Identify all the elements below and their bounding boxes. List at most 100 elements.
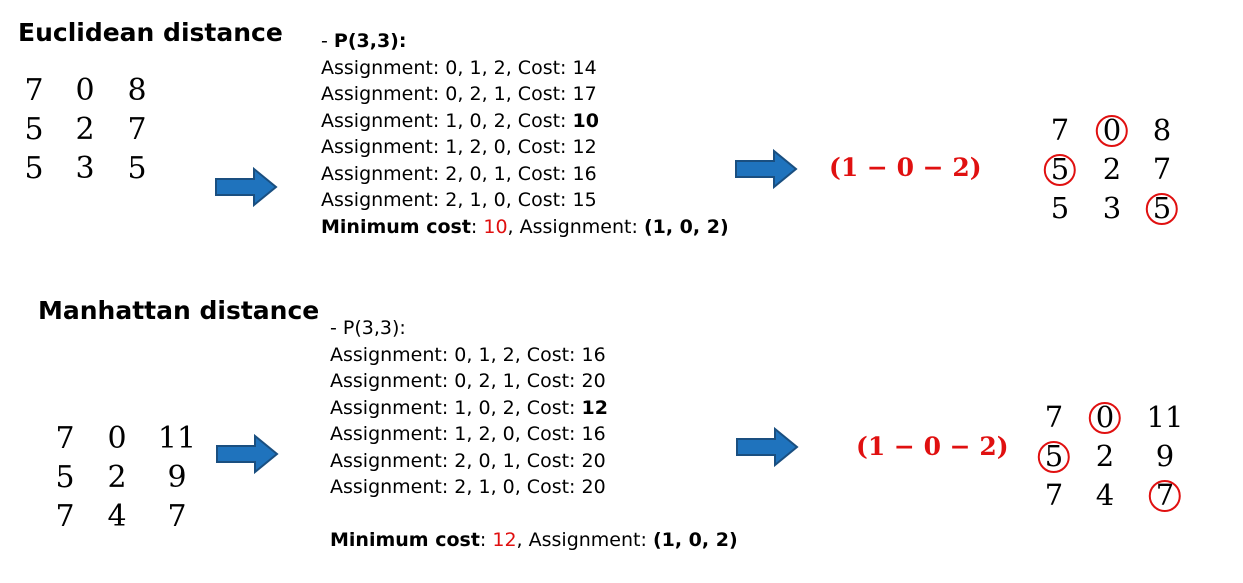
assignment-cost: 12	[572, 136, 597, 158]
matrix-cell: 0	[107, 421, 127, 456]
matrix-row: 7 0 11	[1034, 398, 1194, 437]
assignment-cost: 17	[572, 83, 597, 105]
assignment-text: Assignment: 1, 0, 2, Cost:	[321, 109, 573, 132]
manhattan-input-matrix: 7 0 11 5 2 9 7 4 7	[45, 419, 205, 536]
assignment-text: Assignment: 0, 1, 2, Cost:	[330, 343, 582, 366]
arrow-right-icon	[215, 166, 278, 208]
assignment-value: (1, 0, 2)	[643, 215, 729, 238]
matrix-cell: 5	[24, 151, 44, 186]
matrix-cell: 7	[1152, 152, 1172, 186]
assignment-text: Assignment: 0, 2, 1, Cost:	[321, 83, 573, 105]
assignment-line: Assignment: 2, 1, 0, Cost: 15	[321, 187, 729, 214]
matrix-cell: 3	[75, 151, 95, 186]
euclidean-input-matrix: 7 0 8 5 2 7 5 3 5	[18, 71, 158, 188]
matrix-cell: 9	[167, 460, 187, 495]
assignment-cost: 16	[581, 343, 606, 366]
assignment-line: Assignment: 1, 0, 2, Cost: 12	[330, 395, 738, 422]
matrix-row: 5 2 7	[18, 110, 158, 149]
assignment-cost: 16	[581, 423, 606, 445]
assignment-value: (1, 0, 2)	[652, 529, 738, 551]
assignment-cost: 20	[581, 370, 606, 392]
assignment-text: Assignment: 1, 2, 0, Cost:	[330, 423, 582, 445]
matrix-cell: 5	[1050, 191, 1070, 225]
matrix-cell: 2	[75, 112, 95, 147]
minimum-cost-label: Minimum cost	[321, 215, 471, 238]
header-prefix: -	[330, 317, 343, 339]
assignment-text: Assignment: 0, 1, 2, Cost:	[321, 56, 573, 79]
matrix-cell: 4	[1095, 478, 1115, 512]
matrix-row: 5 3 5	[18, 149, 158, 188]
matrix-cell: 2	[1102, 152, 1122, 186]
matrix-cell: 7	[167, 499, 187, 534]
assignment-text: Assignment: 2, 0, 1, Cost:	[321, 162, 573, 185]
assignment-text: Assignment: 1, 0, 2, Cost:	[330, 396, 582, 419]
matrix-cell: 11	[1146, 400, 1184, 434]
manhattan-assignment-sequence: (1 − 0 − 2)	[856, 432, 1009, 461]
assignment-line: Assignment: 0, 1, 2, Cost: 16	[330, 342, 738, 369]
euclidean-result-matrix: 7 0 8 5 2 7 5 3 5	[1040, 111, 1190, 228]
minimum-cost-sep: :	[470, 215, 484, 238]
matrix-cell: 2	[1095, 439, 1115, 473]
matrix-row: 7 4 7	[1034, 476, 1194, 515]
matrix-row: 7 0 8	[18, 71, 158, 110]
permutation-header: - P(3,3):	[321, 28, 729, 55]
spacer	[330, 501, 738, 528]
assignment-line: Assignment: 1, 0, 2, Cost: 10	[321, 108, 729, 135]
matrix-cell: 7	[1044, 478, 1064, 512]
matrix-cell: 11	[157, 421, 197, 456]
manhattan-result-matrix: 7 0 11 5 2 9 7 4 7	[1034, 398, 1194, 515]
header-text: P(3,3):	[342, 317, 406, 339]
matrix-row: 7 0 8	[1040, 111, 1190, 150]
arrow-right-icon	[736, 426, 799, 468]
permutation-header: - P(3,3):	[330, 315, 738, 342]
minimum-cost-sep: :	[479, 529, 493, 551]
manhattan-permutation-list: - P(3,3): Assignment: 0, 1, 2, Cost: 16 …	[330, 315, 738, 554]
matrix-cell: 8	[127, 73, 147, 108]
arrow-right-icon	[216, 433, 279, 475]
assignment-line: Assignment: 0, 1, 2, Cost: 14	[321, 55, 729, 82]
assignment-text: Assignment: 2, 1, 0, Cost:	[321, 189, 573, 211]
matrix-cell: 7	[1050, 113, 1070, 147]
matrix-cell: 3	[1102, 191, 1122, 225]
assignment-cost: 16	[572, 162, 597, 185]
matrix-row: 5 2 7	[1040, 150, 1190, 189]
matrix-cell: 2	[107, 460, 127, 495]
matrix-row: 7 0 11	[45, 419, 205, 458]
matrix-row: 5 3 5	[1040, 189, 1190, 228]
matrix-cell-circled: 5	[1037, 437, 1071, 476]
assignment-text: Assignment: 2, 0, 1, Cost:	[330, 449, 582, 472]
assignment-line: Assignment: 1, 2, 0, Cost: 12	[321, 134, 729, 161]
assignment-label: , Assignment:	[507, 215, 644, 238]
euclidean-title: Euclidean distance	[18, 18, 283, 47]
minimum-cost-label: Minimum cost	[330, 529, 480, 551]
assignment-cost: 15	[572, 189, 597, 211]
matrix-cell: 7	[55, 421, 75, 456]
minimum-cost-value: 10	[483, 215, 508, 238]
assignment-text: Assignment: 2, 1, 0, Cost:	[330, 476, 582, 498]
minimum-cost-value: 12	[492, 529, 517, 551]
assignment-cost: 20	[581, 476, 606, 498]
assignment-cost: 14	[572, 56, 597, 79]
assignment-text: Assignment: 1, 2, 0, Cost:	[321, 136, 573, 158]
matrix-cell: 4	[107, 499, 127, 534]
header-prefix: -	[321, 30, 334, 52]
matrix-cell-circled: 0	[1088, 398, 1122, 437]
matrix-cell: 7	[24, 73, 44, 108]
matrix-cell-circled: 5	[1145, 189, 1179, 228]
matrix-cell-circled: 5	[1043, 150, 1077, 189]
matrix-cell: 9	[1155, 439, 1175, 473]
assignment-text: Assignment: 0, 2, 1, Cost:	[330, 370, 582, 392]
matrix-cell: 8	[1152, 113, 1172, 147]
matrix-cell: 7	[127, 112, 147, 147]
euclidean-permutation-list: - P(3,3): Assignment: 0, 1, 2, Cost: 14 …	[321, 28, 729, 240]
matrix-cell-circled: 0	[1095, 111, 1129, 150]
assignment-cost-best: 10	[572, 109, 599, 132]
assignment-cost: 20	[581, 449, 606, 472]
assignment-cost-best: 12	[581, 396, 608, 419]
arrow-right-icon	[735, 148, 798, 190]
matrix-cell: 5	[24, 112, 44, 147]
matrix-row: 7 4 7	[45, 497, 205, 536]
matrix-cell: 0	[75, 73, 95, 108]
matrix-row: 5 2 9	[45, 458, 205, 497]
assignment-label: , Assignment:	[516, 529, 653, 551]
